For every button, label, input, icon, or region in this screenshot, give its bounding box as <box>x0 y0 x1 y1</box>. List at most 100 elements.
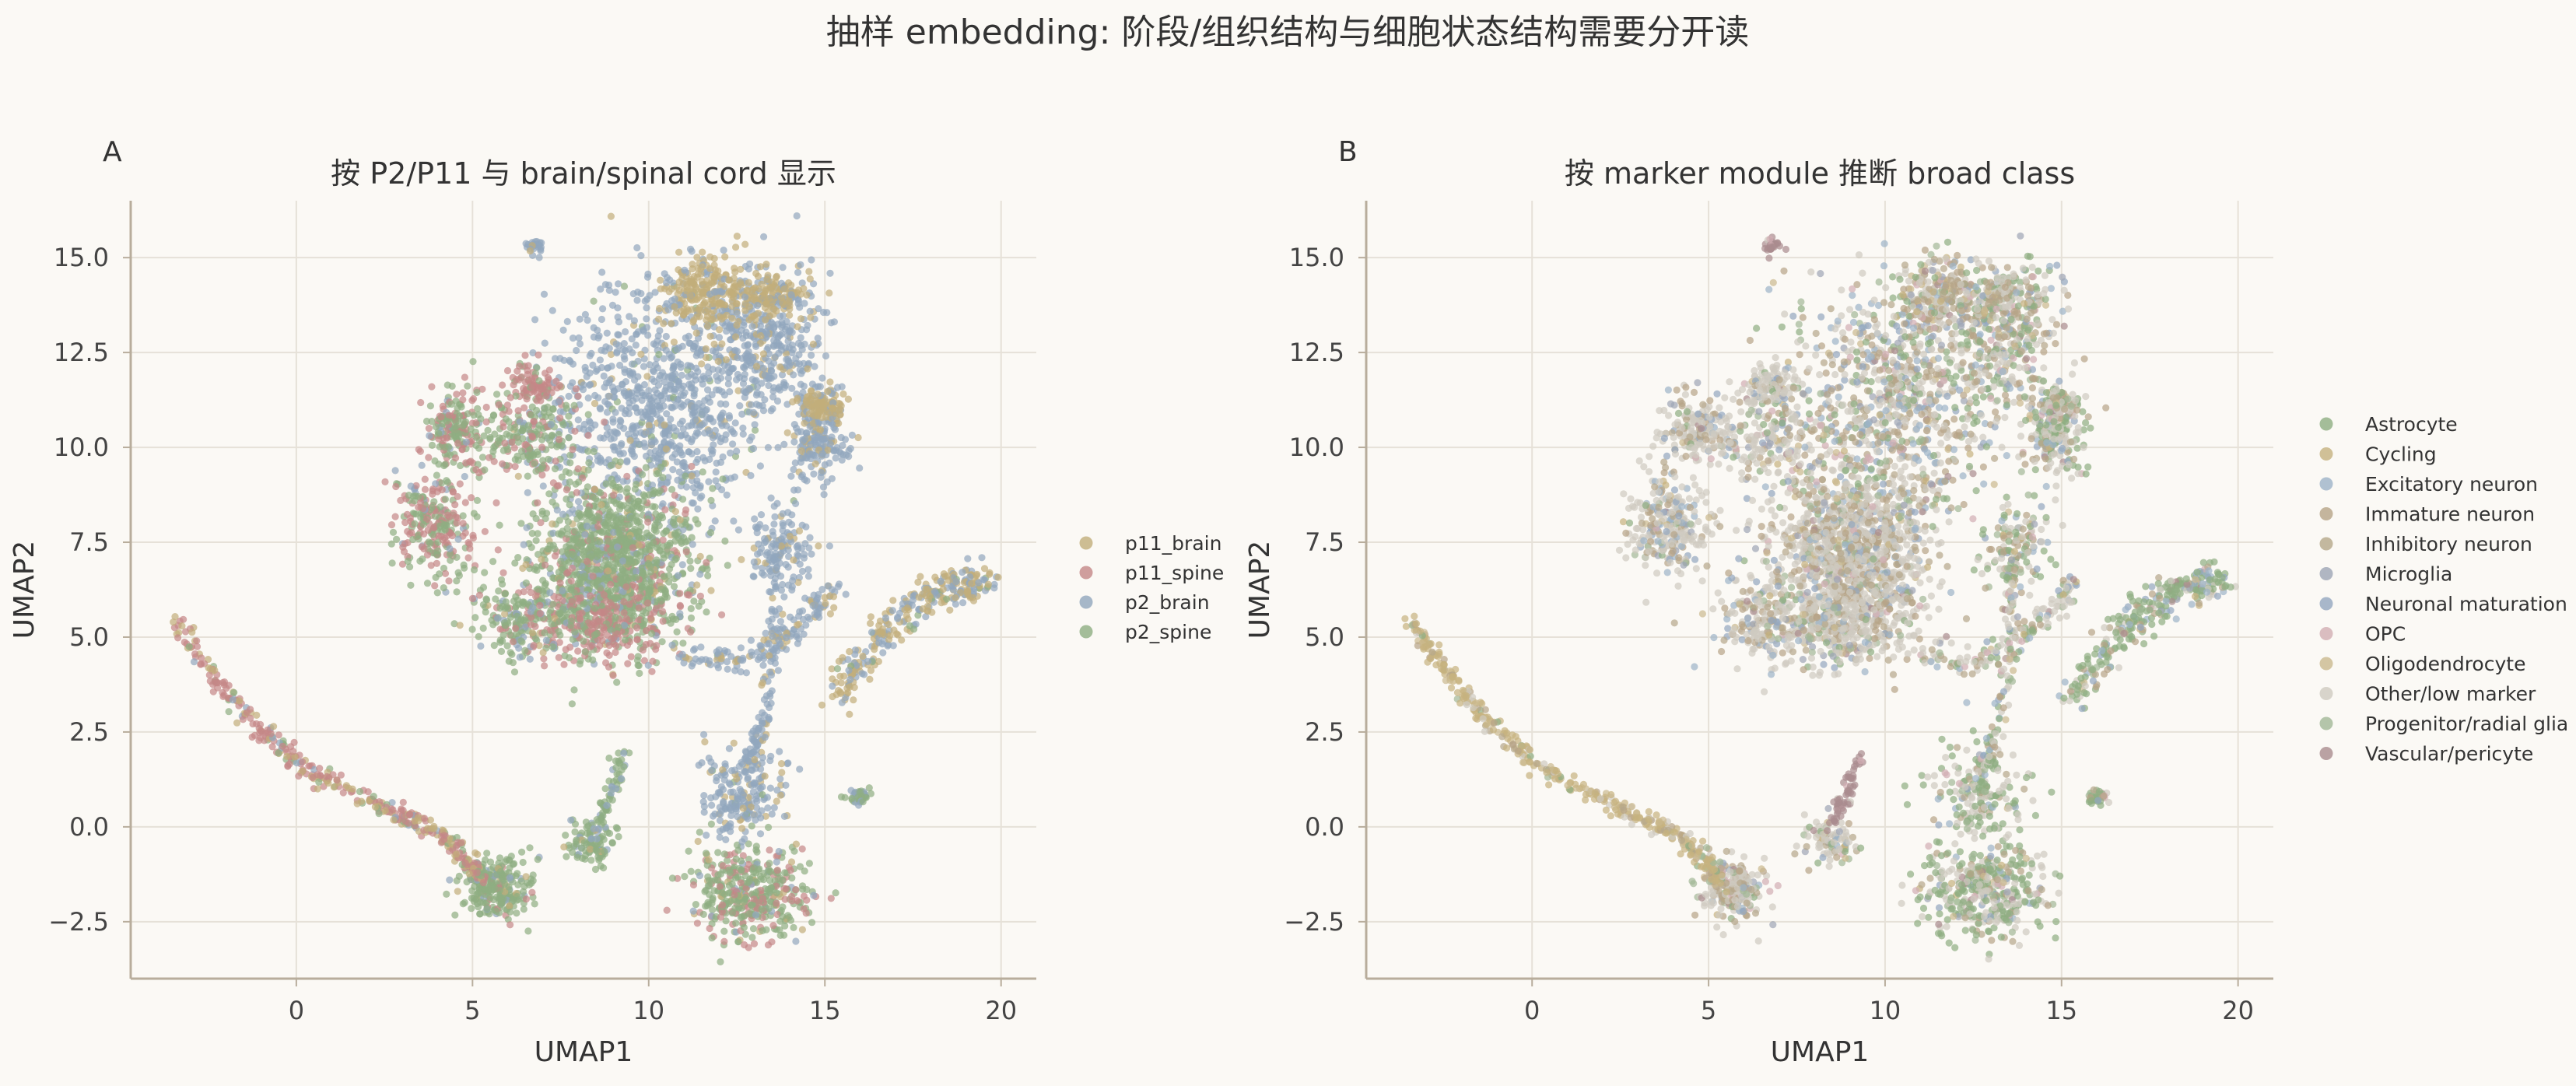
scatter-point <box>776 931 784 939</box>
scatter-point <box>663 410 671 418</box>
scatter-point <box>645 387 653 394</box>
scatter-point <box>640 534 648 542</box>
scatter-point <box>563 531 571 538</box>
scatter-point <box>455 432 463 440</box>
scatter-point <box>702 345 710 352</box>
scatter-point <box>668 285 676 293</box>
scatter-point <box>783 362 791 370</box>
scatter-point <box>673 628 681 636</box>
scatter-point <box>548 643 556 651</box>
scatter-point <box>536 610 544 618</box>
scatter-point <box>563 317 571 325</box>
scatter-point <box>773 867 782 874</box>
scatter-point <box>656 404 664 412</box>
scatter-point <box>633 624 641 632</box>
scatter-point <box>411 520 419 527</box>
scatter-point <box>669 365 677 373</box>
scatter-point <box>528 433 536 440</box>
scatter-point <box>731 268 739 276</box>
scatter-point <box>489 447 497 455</box>
scatter-point <box>464 554 472 562</box>
scatter-point <box>741 307 749 314</box>
scatter-point <box>526 655 534 663</box>
scatter-point <box>832 447 840 454</box>
scatter-point <box>645 427 653 436</box>
scatter-point <box>678 561 686 569</box>
scatter-point <box>651 289 659 296</box>
scatter-point <box>640 326 647 334</box>
scatter-point <box>699 468 706 476</box>
scatter-point <box>528 888 536 896</box>
scatter-point <box>787 291 795 299</box>
scatter-point <box>404 557 412 566</box>
scatter-point <box>693 254 701 261</box>
scatter-point <box>628 360 636 368</box>
scatter-point <box>740 321 748 329</box>
scatter-point <box>530 642 538 650</box>
scatter-point <box>698 360 706 368</box>
scatter-point <box>555 482 563 489</box>
scatter-point <box>506 394 514 401</box>
scatter-point <box>471 895 480 903</box>
scatter-point <box>669 466 677 474</box>
scatter-point <box>555 653 563 661</box>
scatter-point <box>754 302 762 310</box>
scatter-point <box>594 523 602 531</box>
scatter-point <box>767 407 775 415</box>
scatter-point <box>809 340 817 348</box>
scatter-point <box>454 535 462 543</box>
scatter-point <box>790 465 797 474</box>
scatter-point <box>836 411 844 419</box>
scatter-point <box>794 286 803 294</box>
scatter-point <box>600 372 608 380</box>
scatter-point <box>633 386 641 394</box>
scatter-point <box>753 389 761 397</box>
scatter-point <box>514 438 523 447</box>
scatter-point <box>725 324 733 331</box>
scatter-point <box>632 404 640 412</box>
scatter-point <box>741 240 749 248</box>
scatter-point <box>667 415 675 423</box>
scatter-point <box>419 555 426 563</box>
scatter-point <box>519 858 527 867</box>
scatter-point <box>745 878 753 885</box>
scatter-point <box>702 902 710 910</box>
scatter-point <box>568 700 577 708</box>
scatter-point <box>547 421 555 429</box>
scatter-point <box>622 328 629 336</box>
scatter-point <box>717 287 724 295</box>
scatter-point <box>482 856 489 864</box>
scatter-point <box>510 381 517 389</box>
scatter-point <box>687 614 696 622</box>
scatter-point <box>600 623 608 632</box>
scatter-point <box>480 432 488 440</box>
scatter-point <box>572 385 580 393</box>
scatter-point <box>566 501 573 509</box>
figure-title: 抽样 embedding: 阶段/组织结构与细胞状态结构需要分开读 <box>826 12 1749 52</box>
scatter-point <box>733 321 741 329</box>
scatter-point <box>826 378 834 386</box>
scatter-point <box>479 624 487 632</box>
scatter-point <box>711 517 719 525</box>
scatter-point <box>674 396 682 404</box>
scatter-point <box>768 938 776 946</box>
scatter-point <box>469 358 477 366</box>
scatter-point <box>856 464 864 472</box>
scatter-point <box>731 346 739 354</box>
scatter-point <box>507 632 515 639</box>
scatter-point <box>621 636 629 644</box>
scatter-point <box>720 927 728 935</box>
scatter-point <box>643 304 650 312</box>
scatter-point <box>425 454 433 461</box>
scatter-point <box>816 383 824 391</box>
scatter-point <box>783 356 790 363</box>
scatter-point <box>631 485 640 493</box>
scatter-point <box>682 510 689 517</box>
scatter-point <box>837 402 845 410</box>
scatter-point <box>837 433 845 442</box>
scatter-point <box>696 313 703 321</box>
scatter-point <box>539 576 547 584</box>
scatter-point <box>387 521 396 529</box>
scatter-point <box>405 492 413 499</box>
scatter-point <box>621 410 629 418</box>
